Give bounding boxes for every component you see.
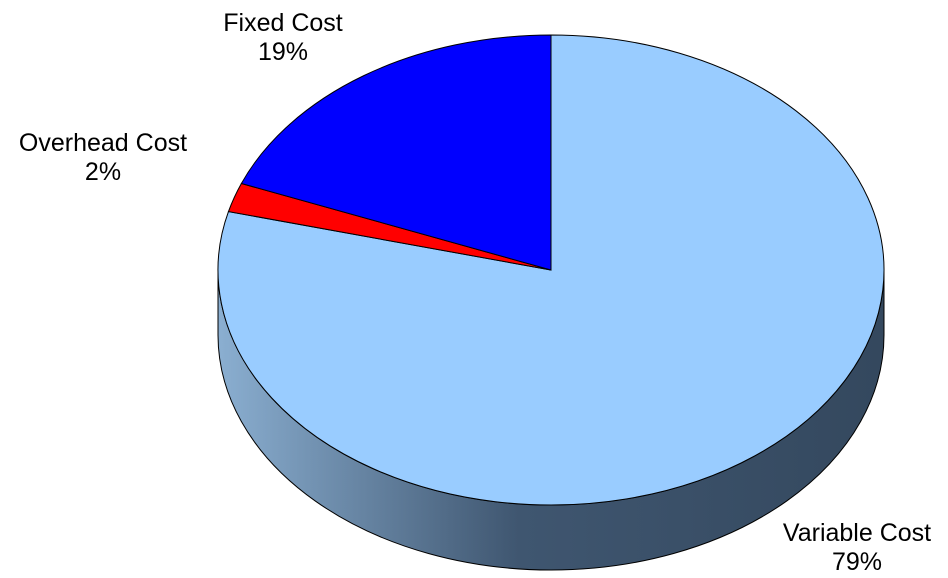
slice-label-fixed-cost: Fixed Cost 19% [193, 9, 373, 67]
pie-slice-fixed-cost [240, 34, 552, 271]
slice-label-fixed-cost-name: Fixed Cost [223, 9, 343, 37]
slices-group [217, 34, 885, 506]
slice-label-variable-cost-name: Variable Cost [782, 519, 932, 547]
slice-label-overhead-cost: Overhead Cost 2% [0, 129, 206, 187]
slice-label-variable-cost: Variable Cost 79% [767, 519, 947, 577]
slice-label-variable-cost-value: 79% [831, 548, 883, 576]
slice-label-fixed-cost-value: 19% [257, 38, 309, 66]
slice-label-overhead-cost-value: 2% [84, 158, 122, 186]
slice-label-overhead-cost-name: Overhead Cost [18, 129, 188, 157]
